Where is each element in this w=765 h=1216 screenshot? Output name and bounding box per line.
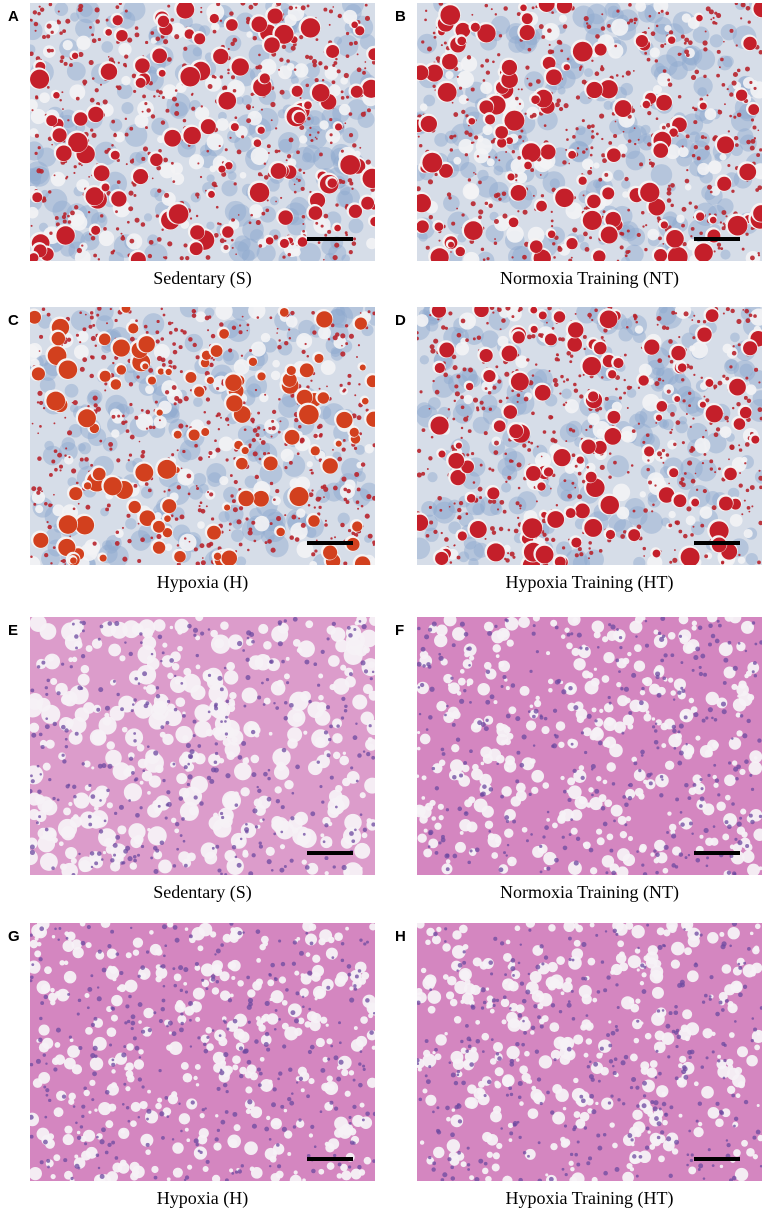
panel-caption: Hypoxia (H): [157, 572, 248, 593]
panel-label: D: [395, 312, 406, 329]
micrograph: [417, 617, 762, 875]
panel-label: C: [8, 312, 19, 329]
panel-label: F: [395, 622, 404, 639]
micrograph: [30, 617, 375, 875]
panel-caption: Hypoxia Training (HT): [506, 1188, 674, 1209]
panel-label: E: [8, 622, 18, 639]
panel-label: B: [395, 8, 406, 25]
panel-label: G: [8, 928, 20, 945]
panel-caption: Hypoxia (H): [157, 1188, 248, 1209]
micrograph: [30, 923, 375, 1181]
micrograph: [30, 3, 375, 261]
panel-label: H: [395, 928, 406, 945]
panel-caption: Hypoxia Training (HT): [506, 572, 674, 593]
panel-caption: Sedentary (S): [153, 882, 251, 903]
panel-caption: Sedentary (S): [153, 268, 251, 289]
panel-label: A: [8, 8, 19, 25]
micrograph: [417, 923, 762, 1181]
panel-caption: Normoxia Training (NT): [500, 268, 679, 289]
micrograph: [30, 307, 375, 565]
panel-caption: Normoxia Training (NT): [500, 882, 679, 903]
micrograph: [417, 3, 762, 261]
micrograph: [417, 307, 762, 565]
